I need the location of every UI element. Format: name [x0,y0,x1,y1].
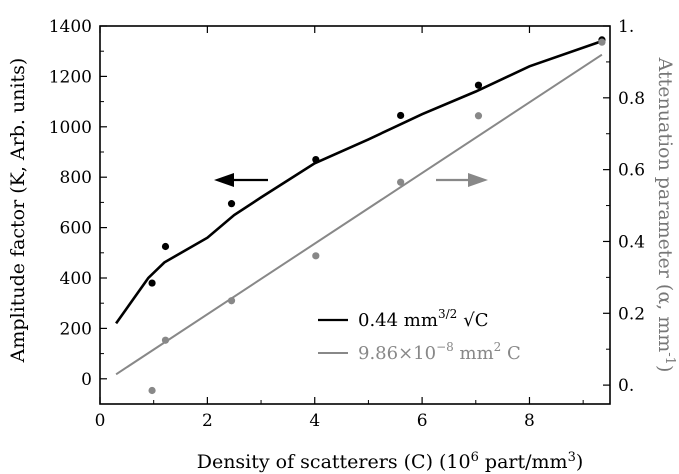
y-right-axis-label: Attenuation parameter (α, mm-1) [654,57,677,373]
y-tick-label: 0 [81,370,92,390]
data-point-series-1 [312,252,320,260]
axis-indicator-arrows [214,173,488,187]
legend-label-black: 0.44 mm3/2 √C [358,307,489,331]
data-point-series-1 [161,336,170,344]
x-tick-label: 4 [309,411,320,431]
legend-label-gray: 9.86×10−8 mm2 C [358,340,521,364]
legend: 0.44 mm3/2 √C 9.86×10−8 mm2 C [318,307,521,364]
y-tick-label: 400 [60,269,92,289]
data-point-series-1 [227,297,236,305]
y-right-axis-ticks: 0. 0.2 0.4 0.6 0.8 1. [603,17,645,396]
data-point-series-0 [161,242,170,251]
series-layer [115,36,606,395]
data-point-series-1 [148,386,156,395]
y-right-tick-label: 0.6 [618,161,645,181]
y-tick-label: 200 [60,319,92,339]
data-point-series-0 [474,81,483,89]
y-tick-label: 800 [60,168,92,188]
y-axis-label: Amplitude factor (K, Arb. units) [7,58,29,364]
data-point-series-1 [397,178,405,186]
y-tick-label: 1000 [49,118,92,138]
y-right-tick-label: 0.2 [618,304,645,324]
data-point-series-0 [227,200,236,208]
data-point-series-1 [598,38,606,46]
y-right-tick-label: 0. [618,376,634,396]
y-right-tick-label: 0.4 [618,232,645,252]
y-tick-label: 1400 [49,17,92,37]
data-point-series-1 [474,112,483,120]
x-tick-label: 2 [202,411,213,431]
y-tick-label: 600 [60,219,92,239]
y-tick-label: 1200 [49,67,92,87]
x-tick-label: 6 [417,411,428,431]
data-point-series-0 [397,111,405,120]
fit-line-series-1 [115,53,603,376]
data-point-series-0 [148,279,156,287]
plot-area-border [99,25,611,405]
x-tick-label: 0 [95,411,106,431]
x-tick-label: 8 [524,411,535,431]
arrow-left-head [214,173,234,187]
y-right-tick-label: 0.8 [618,89,645,109]
arrow-right-head [468,173,488,187]
plot-frame [99,25,611,405]
x-axis-ticks: 0 2 4 6 8 [95,26,584,431]
y-right-tick-label: 1. [618,17,634,37]
y-axis-ticks: 0 200 400 600 800 1000 1200 1400 [49,17,107,390]
data-point-series-0 [312,155,320,164]
x-axis-label: Density of scatterers (C) (106 part/mm3) [197,450,584,473]
fit-line-series-0 [115,39,603,325]
